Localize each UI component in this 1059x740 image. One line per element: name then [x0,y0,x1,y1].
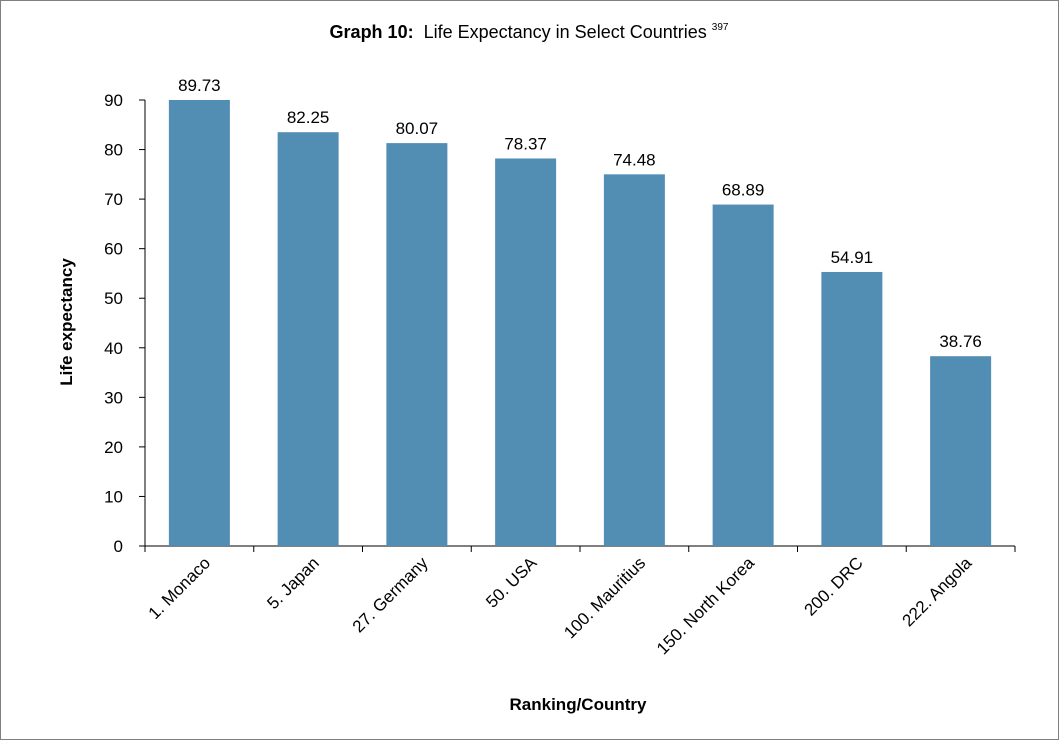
bar [930,356,992,546]
chart-title-text: Life Expectancy in Select Countries [424,22,707,42]
y-tick-label: 10 [104,487,123,506]
x-tick-label: 5. Japan [263,553,323,613]
x-axis: 1. Monaco 5. Japan 27. Germany 50. USA 100. … [144,545,1016,658]
bar-value-label: 38.76 [939,332,982,351]
bar-value-label: 82.25 [287,108,330,127]
y-tick-label: 50 [104,289,123,308]
x-tick-label: 1. Monaco [145,553,215,623]
y-tick-label: 30 [104,388,123,407]
bar-value-label: 68.89 [722,181,765,200]
x-tick-label: 200. DRC [800,553,866,619]
bars [168,100,992,547]
bar [277,132,339,546]
x-tick-label: 222. Angola [899,553,976,630]
bar [712,204,774,546]
bar [495,158,557,546]
y-tick-label: 60 [104,240,123,259]
chart-title-bold: Graph 10: [330,22,414,42]
bar-value-label: 78.37 [504,134,547,153]
y-tick-label: 20 [104,438,123,457]
y-tick-label: 70 [104,190,123,209]
x-tick-label: 100. Mauritius [560,553,649,642]
y-tick-label: 0 [114,537,123,556]
y-tick-label: 90 [104,91,123,110]
y-tick-label: 80 [104,141,123,160]
bar [821,271,883,546]
x-tick-label: 50. USA [482,553,541,612]
x-tick-label: 150. North Korea [653,553,758,658]
y-tick-label: 40 [104,339,123,358]
bar-value-label: 89.73 [178,76,221,95]
bar-value-label: 74.48 [613,150,656,169]
x-axis-title: Ranking/Country [510,695,647,714]
data-labels: 89.73 82.25 80.07 78.37 74.48 68.89 54.91 38.76 [178,76,982,351]
x-tick-label: 27. Germany [349,553,432,636]
bar [386,143,448,546]
bar [603,174,665,547]
y-axis-title: Life expectancy [57,258,76,386]
bar [168,100,230,546]
chart-title: Graph 10: Life Expectancy in Select Coun… [330,22,729,42]
y-axis: 0 10 20 30 40 50 60 70 80 90 [104,91,146,556]
chart-title-superscript: 397 [712,22,729,33]
bar-value-label: 80.07 [396,119,439,138]
bar-value-label: 54.91 [831,248,874,267]
